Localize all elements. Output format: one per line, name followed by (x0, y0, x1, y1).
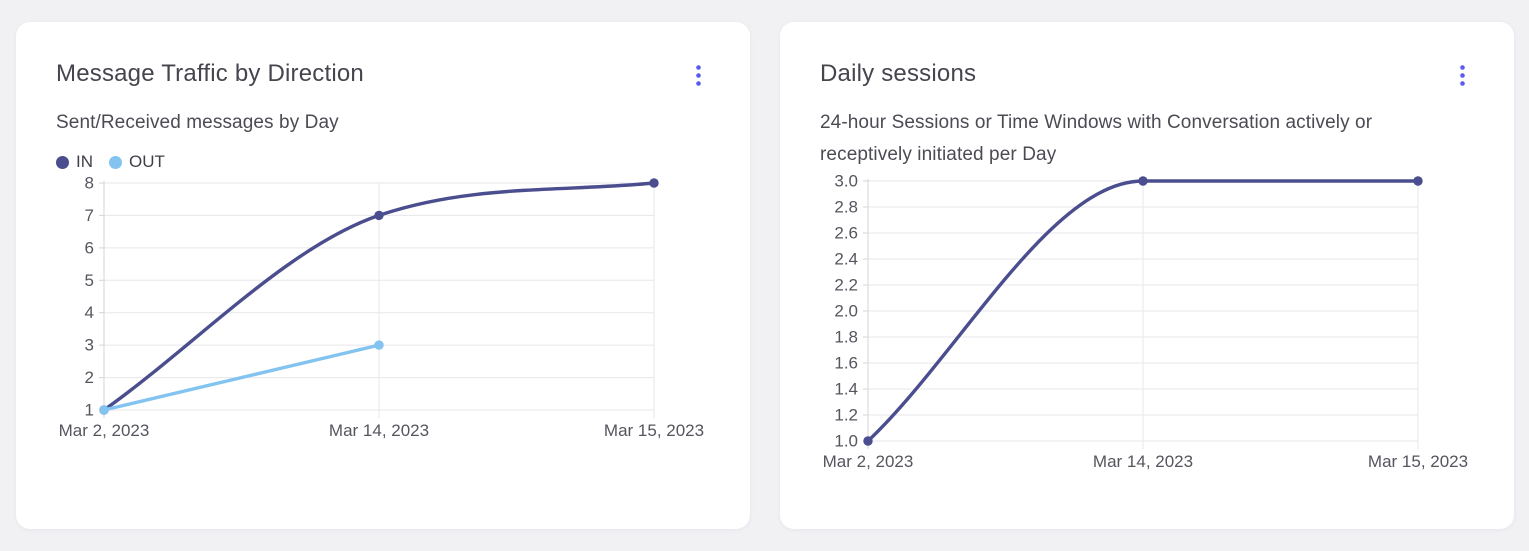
legend-dot (109, 155, 122, 169)
y-tick-label: 7 (85, 206, 94, 225)
card-header: Message Traffic by Direction (56, 58, 710, 91)
data-point[interactable] (374, 340, 384, 350)
y-tick-label: 2.0 (834, 302, 858, 321)
card-subtitle: Sent/Received messages by Day (56, 112, 339, 133)
y-tick-label: 1.6 (834, 354, 858, 373)
card-header: Daily sessions (820, 58, 1474, 91)
legend-label: OUT (129, 152, 165, 171)
y-tick-label: 2.2 (834, 276, 858, 295)
legend-item-out[interactable]: OUT (109, 152, 165, 172)
kebab-vertical-icon (1460, 65, 1465, 86)
y-tick-label: 1.0 (834, 432, 858, 451)
chart-legend: IN OUT (56, 151, 710, 173)
card-title: Message Traffic by Direction (56, 60, 364, 87)
y-tick-label: 2 (85, 368, 94, 387)
daily-sessions-card: Daily sessions 24-hour Sessions or Time … (780, 22, 1514, 529)
x-tick-label: Mar 14, 2023 (1093, 452, 1193, 471)
card-menu-button[interactable] (1451, 60, 1474, 91)
x-tick-label: Mar 14, 2023 (329, 421, 429, 440)
data-point[interactable] (1138, 176, 1148, 186)
card-menu-button[interactable] (687, 60, 710, 91)
y-tick-label: 1.4 (834, 380, 858, 399)
kebab-vertical-icon (696, 65, 701, 86)
y-tick-label: 2.8 (834, 198, 858, 217)
data-point[interactable] (863, 436, 873, 446)
legend-item-in[interactable]: IN (56, 152, 93, 172)
data-point[interactable] (649, 178, 659, 188)
y-tick-label: 2.6 (834, 224, 858, 243)
y-tick-label: 3 (85, 336, 94, 355)
y-tick-label: 4 (85, 303, 94, 322)
series-line-out (102, 343, 381, 412)
x-tick-label: Mar 15, 2023 (1368, 452, 1468, 471)
x-tick-label: Mar 2, 2023 (59, 421, 150, 440)
legend-label: IN (76, 152, 93, 171)
data-point[interactable] (99, 405, 109, 415)
y-tick-label: 3.0 (834, 172, 858, 191)
x-tick-label: Mar 15, 2023 (604, 421, 704, 440)
y-tick-label: 1 (85, 401, 94, 420)
y-tick-label: 2.4 (834, 250, 858, 269)
y-tick-label: 8 (85, 174, 94, 193)
data-point[interactable] (1413, 176, 1423, 186)
y-tick-label: 1.8 (834, 328, 858, 347)
card-title: Daily sessions (820, 60, 977, 87)
series-line-sessions (866, 179, 1420, 443)
data-point[interactable] (374, 210, 384, 221)
y-tick-label: 1.2 (834, 406, 858, 425)
x-tick-label: Mar 2, 2023 (823, 452, 914, 471)
legend-dot (56, 155, 69, 169)
y-tick-label: 5 (85, 271, 94, 290)
message-traffic-card: Message Traffic by Direction Sent/Receiv… (16, 22, 750, 529)
card-subtitle: 24-hour Sessions or Time Windows with Co… (820, 112, 1373, 165)
y-tick-label: 6 (85, 238, 94, 257)
